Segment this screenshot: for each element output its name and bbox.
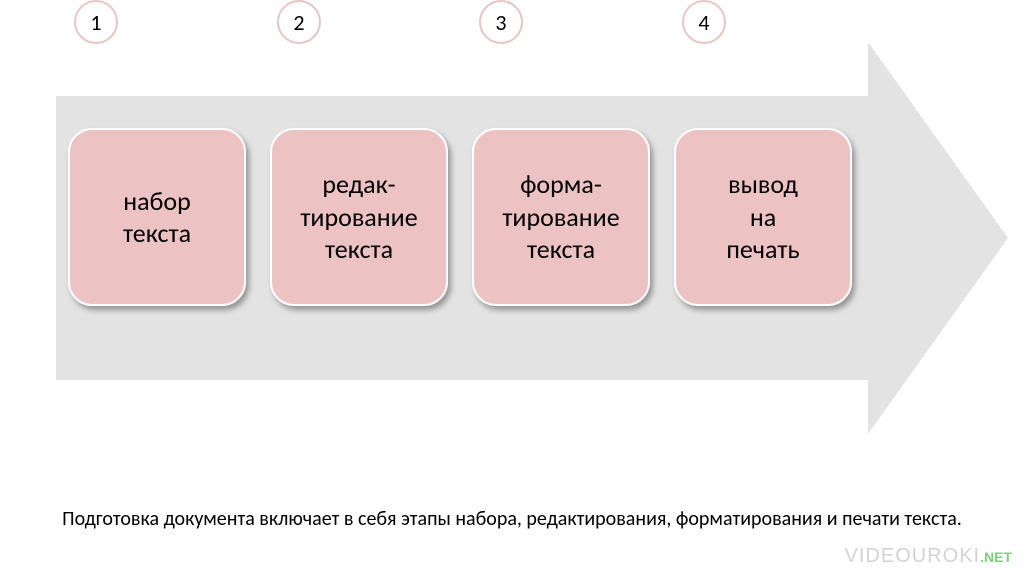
watermark-suffix: .NET <box>980 549 1012 565</box>
step-number: 4 <box>698 9 709 36</box>
step-badge-3: 3 <box>479 0 523 44</box>
step-badge-4: 4 <box>682 0 726 44</box>
step-box-typing: набор текста <box>68 128 246 306</box>
step-number: 3 <box>495 9 506 36</box>
step-badge-2: 2 <box>277 0 321 44</box>
step-label: вывод на печать <box>726 168 799 266</box>
step-box-printing: вывод на печать <box>674 128 852 306</box>
watermark: VIDEOUROKI.NET <box>845 545 1012 568</box>
step-number: 2 <box>293 9 304 36</box>
step-label: редак- тирование текста <box>300 168 417 266</box>
step-label: форма- тирование текста <box>502 168 619 266</box>
caption-text: Подготовка документа включает в себя эта… <box>0 506 1024 532</box>
arrow-head-icon <box>868 42 1008 434</box>
step-label: набор текста <box>123 185 191 250</box>
step-number: 1 <box>90 9 101 36</box>
step-badge-1: 1 <box>74 0 118 44</box>
step-box-formatting: форма- тирование текста <box>472 128 650 306</box>
watermark-brand: VIDEOUROKI <box>845 545 981 567</box>
step-box-editing: редак- тирование текста <box>270 128 448 306</box>
